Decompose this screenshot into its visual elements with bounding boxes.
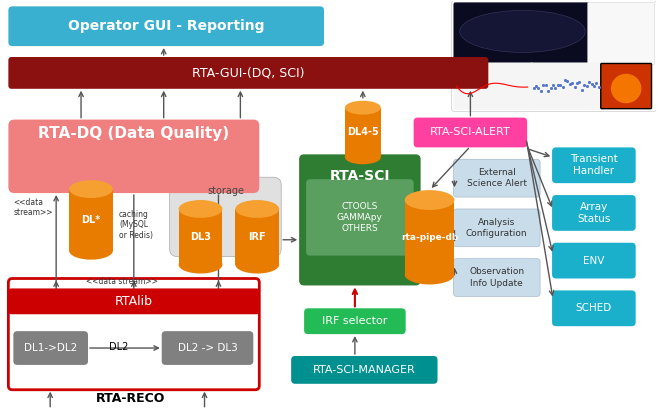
Ellipse shape bbox=[611, 74, 641, 103]
Ellipse shape bbox=[235, 256, 279, 274]
FancyBboxPatch shape bbox=[451, 0, 656, 112]
FancyBboxPatch shape bbox=[162, 331, 254, 365]
Text: DL2 -> DL3: DL2 -> DL3 bbox=[177, 343, 237, 353]
FancyBboxPatch shape bbox=[304, 308, 405, 334]
Text: IRF: IRF bbox=[248, 232, 266, 242]
Text: DL4-5: DL4-5 bbox=[347, 127, 378, 138]
Ellipse shape bbox=[460, 10, 585, 53]
FancyBboxPatch shape bbox=[600, 63, 652, 109]
Polygon shape bbox=[235, 209, 279, 265]
Ellipse shape bbox=[405, 190, 455, 210]
Text: Observation
Info Update: Observation Info Update bbox=[469, 268, 524, 288]
FancyBboxPatch shape bbox=[291, 356, 438, 384]
Ellipse shape bbox=[345, 101, 381, 115]
FancyBboxPatch shape bbox=[9, 120, 260, 193]
FancyBboxPatch shape bbox=[552, 148, 636, 183]
Text: <<data
stream>>: <<data stream>> bbox=[13, 198, 53, 217]
FancyBboxPatch shape bbox=[453, 62, 533, 110]
FancyBboxPatch shape bbox=[306, 179, 414, 256]
Ellipse shape bbox=[345, 150, 381, 164]
FancyBboxPatch shape bbox=[9, 289, 260, 314]
FancyBboxPatch shape bbox=[453, 209, 540, 247]
Text: rta-pipe-db: rta-pipe-db bbox=[401, 233, 458, 242]
Text: SCHED: SCHED bbox=[576, 303, 612, 313]
FancyBboxPatch shape bbox=[552, 291, 636, 326]
Text: RTA-SCI: RTA-SCI bbox=[330, 169, 390, 183]
Ellipse shape bbox=[69, 180, 113, 198]
Polygon shape bbox=[179, 209, 223, 265]
Polygon shape bbox=[69, 189, 113, 251]
FancyBboxPatch shape bbox=[453, 2, 589, 65]
Text: caching
(MySQL
or Redis): caching (MySQL or Redis) bbox=[119, 210, 153, 240]
Text: RTA-DQ (Data Quality): RTA-DQ (Data Quality) bbox=[38, 125, 229, 141]
Text: RTA-RECO: RTA-RECO bbox=[96, 392, 166, 405]
Polygon shape bbox=[345, 108, 381, 157]
Text: CTOOLS
GAMMApy
OTHERS: CTOOLS GAMMApy OTHERS bbox=[337, 202, 383, 233]
Text: DL3: DL3 bbox=[190, 232, 211, 242]
FancyBboxPatch shape bbox=[531, 62, 604, 110]
Text: RTA-SCI-MANAGER: RTA-SCI-MANAGER bbox=[313, 365, 416, 375]
Text: Array
Status: Array Status bbox=[578, 202, 610, 224]
Ellipse shape bbox=[179, 256, 223, 274]
FancyBboxPatch shape bbox=[453, 159, 540, 197]
Text: ENV: ENV bbox=[583, 256, 604, 266]
FancyBboxPatch shape bbox=[299, 155, 420, 286]
FancyBboxPatch shape bbox=[552, 243, 636, 279]
Text: IRF selector: IRF selector bbox=[322, 316, 388, 326]
Text: Operator GUI - Reporting: Operator GUI - Reporting bbox=[68, 19, 264, 33]
Text: RTA-SCI-ALERT: RTA-SCI-ALERT bbox=[430, 127, 510, 138]
FancyBboxPatch shape bbox=[9, 57, 488, 89]
FancyBboxPatch shape bbox=[13, 331, 88, 365]
FancyBboxPatch shape bbox=[453, 259, 540, 296]
Text: Analysis
Configuration: Analysis Configuration bbox=[466, 218, 528, 238]
Text: <<data stream>>: <<data stream>> bbox=[86, 277, 158, 286]
Ellipse shape bbox=[179, 200, 223, 218]
Text: RTAlib: RTAlib bbox=[115, 295, 153, 308]
FancyBboxPatch shape bbox=[414, 118, 527, 148]
Ellipse shape bbox=[405, 265, 455, 284]
FancyBboxPatch shape bbox=[9, 6, 324, 46]
FancyBboxPatch shape bbox=[170, 177, 281, 256]
Text: DL*: DL* bbox=[81, 215, 101, 225]
Text: DL2: DL2 bbox=[109, 342, 129, 352]
FancyBboxPatch shape bbox=[587, 2, 654, 65]
FancyBboxPatch shape bbox=[552, 195, 636, 231]
Text: storage: storage bbox=[207, 186, 244, 196]
Polygon shape bbox=[405, 200, 455, 275]
Text: Transient
Handler: Transient Handler bbox=[570, 154, 618, 176]
Ellipse shape bbox=[235, 200, 279, 218]
Text: DL1->DL2: DL1->DL2 bbox=[24, 343, 78, 353]
Ellipse shape bbox=[69, 242, 113, 260]
Text: RTA-GUI-(DQ, SCI): RTA-GUI-(DQ, SCI) bbox=[192, 67, 305, 79]
Text: External
Science Alert: External Science Alert bbox=[466, 168, 527, 188]
